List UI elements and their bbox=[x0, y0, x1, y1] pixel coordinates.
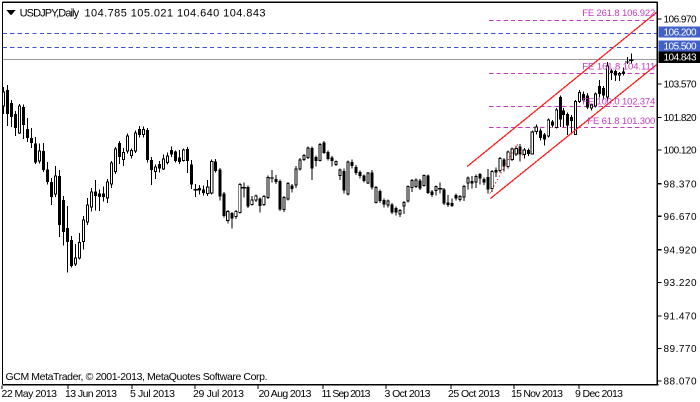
svg-text:104.843: 104.843 bbox=[664, 53, 697, 64]
svg-text:FE 61.8 101.300: FE 61.8 101.300 bbox=[587, 116, 655, 127]
svg-text:USDJPY,Daily: USDJPY,Daily bbox=[20, 8, 80, 20]
svg-text:FE 100.0 102.374: FE 100.0 102.374 bbox=[582, 97, 655, 108]
svg-text:13 Jun 2013: 13 Jun 2013 bbox=[65, 388, 117, 400]
svg-text:15 Nov 2013: 15 Nov 2013 bbox=[511, 388, 563, 400]
svg-text:GCM MetaTrader, © 2001-2013, M: GCM MetaTrader, © 2001-2013, MetaQuotes … bbox=[6, 371, 268, 383]
svg-text:106.970: 106.970 bbox=[664, 14, 697, 25]
svg-text:103.570: 103.570 bbox=[664, 80, 697, 91]
svg-text:88.070: 88.070 bbox=[664, 377, 697, 388]
svg-text:9 Dec 2013: 9 Dec 2013 bbox=[575, 388, 623, 400]
svg-text:3 Oct 2013: 3 Oct 2013 bbox=[385, 388, 431, 400]
svg-text:106.200: 106.200 bbox=[664, 27, 697, 38]
svg-text:94.920: 94.920 bbox=[664, 245, 697, 256]
svg-text:20 Aug 2013: 20 Aug 2013 bbox=[259, 388, 312, 400]
svg-text:101.820: 101.820 bbox=[664, 113, 697, 124]
svg-text:105.500: 105.500 bbox=[664, 41, 697, 52]
svg-text:98.370: 98.370 bbox=[664, 179, 697, 190]
svg-text:11 Sep 2013: 11 Sep 2013 bbox=[322, 388, 371, 400]
svg-text:25 Oct 2013: 25 Oct 2013 bbox=[448, 388, 500, 400]
svg-text:104.785 105.021 104.640 104.84: 104.785 105.021 104.640 104.843 bbox=[85, 8, 266, 20]
svg-text:FE 261.8 106.922: FE 261.8 106.922 bbox=[582, 8, 655, 19]
svg-text:22 May 2013: 22 May 2013 bbox=[2, 388, 58, 400]
svg-text:FE 161.8 104.111: FE 161.8 104.111 bbox=[582, 62, 655, 73]
svg-text:89.770: 89.770 bbox=[664, 344, 697, 355]
svg-text:100.120: 100.120 bbox=[664, 146, 697, 157]
svg-text:96.670: 96.670 bbox=[664, 212, 697, 223]
svg-text:91.470: 91.470 bbox=[664, 312, 697, 323]
svg-text:93.220: 93.220 bbox=[664, 278, 697, 289]
svg-text:5 Jul 2013: 5 Jul 2013 bbox=[130, 388, 175, 400]
svg-text:29 Jul 2013: 29 Jul 2013 bbox=[193, 388, 244, 400]
